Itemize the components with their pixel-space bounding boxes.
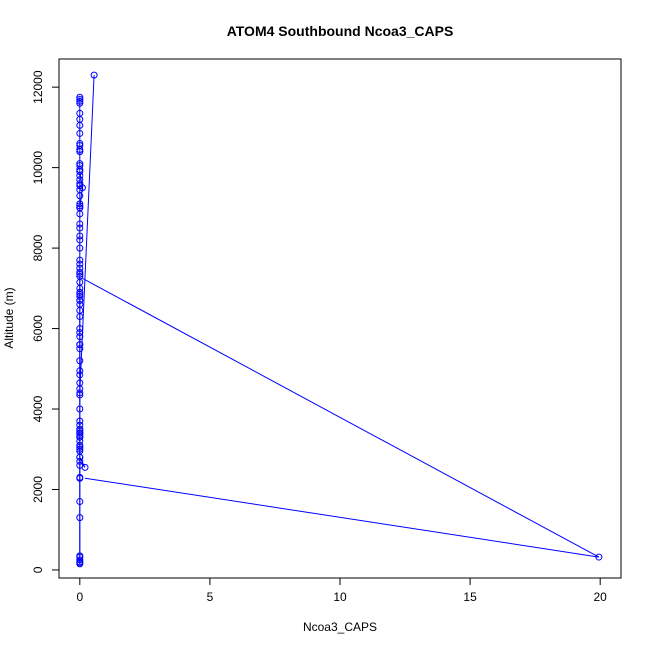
data-point bbox=[76, 204, 84, 212]
data-point bbox=[76, 148, 84, 156]
data-point bbox=[90, 71, 98, 79]
data-point bbox=[76, 224, 84, 232]
data-point bbox=[76, 268, 84, 276]
data-point bbox=[76, 556, 84, 564]
data-point bbox=[76, 139, 84, 147]
data-point bbox=[76, 260, 84, 268]
chart-title: ATOM4 Southbound Ncoa3_CAPS bbox=[227, 23, 454, 39]
data-point bbox=[76, 296, 84, 304]
data-point bbox=[76, 333, 84, 341]
x-tick-label: 10 bbox=[333, 590, 347, 604]
data-point bbox=[76, 379, 84, 387]
data-point bbox=[76, 329, 84, 337]
data-point bbox=[76, 445, 84, 453]
y-tick-label: 10000 bbox=[31, 151, 45, 185]
data-point bbox=[76, 97, 84, 105]
x-axis-label: Ncoa3_CAPS bbox=[303, 620, 377, 634]
data-point bbox=[76, 421, 84, 429]
series-points bbox=[76, 71, 603, 568]
data-point bbox=[76, 292, 84, 300]
y-axis: 0 2000 4000 6000 8000 10000 12000 bbox=[31, 70, 60, 573]
y-tick-label: 0 bbox=[31, 566, 45, 573]
data-point bbox=[76, 389, 84, 397]
y-tick-label: 8000 bbox=[31, 234, 45, 261]
data-point bbox=[76, 93, 84, 101]
data-point bbox=[76, 341, 84, 349]
data-point bbox=[76, 417, 84, 425]
y-axis-label: Altitude (m) bbox=[2, 287, 16, 348]
data-point bbox=[76, 168, 84, 176]
data-point bbox=[78, 184, 86, 192]
data-point bbox=[76, 232, 84, 240]
data-point bbox=[76, 441, 84, 449]
data-point bbox=[76, 453, 84, 461]
data-point bbox=[76, 202, 84, 210]
data-point bbox=[76, 498, 84, 506]
data-point bbox=[76, 115, 84, 123]
data-point bbox=[76, 367, 84, 375]
data-point bbox=[76, 552, 84, 560]
data-point bbox=[76, 244, 84, 252]
data-point bbox=[76, 345, 84, 353]
data-point bbox=[76, 425, 84, 433]
data-point bbox=[76, 371, 84, 379]
data-point bbox=[76, 300, 84, 308]
data-point bbox=[76, 288, 84, 296]
series-line bbox=[82, 277, 600, 558]
data-point bbox=[76, 272, 84, 280]
data-point bbox=[76, 160, 84, 168]
data-point bbox=[76, 220, 84, 228]
data-point bbox=[76, 236, 84, 244]
x-tick-label: 5 bbox=[207, 590, 214, 604]
y-tick-label: 6000 bbox=[31, 315, 45, 342]
x-tick-label: 15 bbox=[463, 590, 477, 604]
data-point bbox=[76, 405, 84, 413]
y-tick-label: 12000 bbox=[31, 70, 45, 104]
data-point bbox=[76, 95, 84, 103]
data-point bbox=[76, 437, 84, 445]
data-point bbox=[76, 514, 84, 522]
data-point bbox=[76, 129, 84, 137]
y-tick-label: 2000 bbox=[31, 476, 45, 503]
data-point bbox=[76, 457, 84, 465]
x-axis: 0 5 10 15 20 bbox=[76, 577, 608, 604]
data-point bbox=[76, 429, 84, 437]
data-point bbox=[81, 463, 89, 471]
data-point bbox=[76, 473, 84, 481]
data-point bbox=[76, 433, 84, 441]
data-point bbox=[76, 176, 84, 184]
data-point bbox=[76, 357, 84, 365]
data-point bbox=[76, 256, 84, 264]
data-point bbox=[76, 200, 84, 208]
data-point bbox=[595, 553, 603, 561]
series-line bbox=[84, 477, 599, 558]
x-tick-label: 20 bbox=[594, 590, 608, 604]
data-point bbox=[76, 264, 84, 272]
y-tick-label: 4000 bbox=[31, 395, 45, 422]
data-point bbox=[76, 325, 84, 333]
x-tick-label: 0 bbox=[76, 590, 83, 604]
